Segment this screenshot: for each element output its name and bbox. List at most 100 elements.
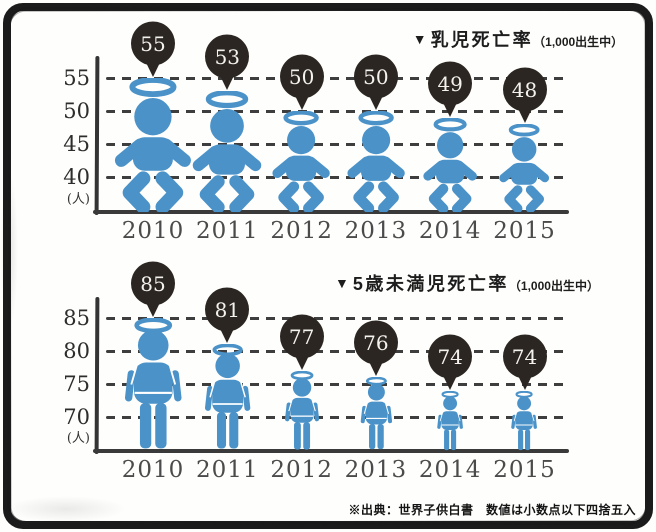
baby-icon	[423, 116, 477, 214]
baby-icon-wrap	[191, 90, 263, 214]
y-tick-label: 85	[63, 306, 90, 330]
child-icon	[284, 370, 319, 450]
gridline	[106, 415, 569, 419]
bubble-value-label: 85	[140, 272, 166, 296]
x-axis-year-label: 2014	[418, 218, 482, 244]
speech-bubble-icon	[205, 34, 250, 91]
baby-icon	[114, 77, 191, 214]
child-icon	[204, 343, 250, 449]
halo-icon	[290, 370, 313, 380]
halo-icon	[358, 110, 394, 126]
bubble-value-label: 50	[288, 65, 315, 89]
speech-bubble-icon	[131, 21, 175, 77]
y-tick-label: 50	[63, 99, 90, 123]
bubble-value-label: 50	[363, 65, 389, 89]
y-axis-line	[94, 55, 99, 216]
x-axis-year-label: 2015	[493, 457, 556, 483]
value-bubble: 49	[427, 61, 473, 119]
x-axis-year-label: 2012	[270, 457, 333, 483]
halo-icon	[129, 77, 177, 98]
halo-icon	[206, 90, 249, 109]
bubble-value-label: 53	[214, 45, 241, 70]
child-icon	[124, 317, 182, 449]
baby-icon-wrap	[271, 110, 331, 214]
speech-bubble-icon	[428, 334, 473, 390]
y-tick-label: 70	[63, 405, 90, 429]
baby-icon	[499, 123, 550, 214]
speech-bubble-icon	[131, 261, 175, 317]
baby-icon	[272, 110, 331, 214]
child-icon-wrap	[509, 390, 539, 451]
halo-icon	[283, 110, 320, 126]
y-tick-label: 40	[63, 165, 90, 189]
y-axis-unit-label: (人)	[66, 431, 90, 446]
value-bubble: 85	[130, 261, 176, 319]
child-icon-wrap	[201, 343, 254, 451]
chart-title-text: 5歳未満児死亡率	[352, 274, 509, 294]
value-bubble: 76	[353, 320, 399, 378]
halo-icon	[441, 390, 459, 398]
speech-bubble-icon	[205, 287, 250, 344]
halo-icon	[365, 377, 387, 386]
source-note: ※出典：世界子供白書 数値は小数点以下四捨五入	[348, 503, 636, 517]
chart-title-text: 乳児死亡率	[430, 30, 534, 50]
value-bubble: 74	[502, 334, 548, 392]
watercolor-smudge	[0, 170, 18, 330]
gridline	[106, 382, 569, 386]
y-axis-line	[94, 296, 99, 455]
bubble-value-label: 74	[437, 344, 463, 369]
value-bubble: 74	[427, 334, 473, 392]
baby-icon	[347, 110, 405, 214]
y-tick-label: 45	[63, 132, 90, 156]
chart-title-unit: （1,000出生中）	[508, 279, 599, 293]
halo-icon	[515, 390, 534, 398]
baby-icon-wrap	[422, 116, 478, 214]
value-bubble: 48	[502, 67, 548, 125]
halo-icon	[433, 116, 467, 131]
speech-bubble-icon	[502, 334, 547, 390]
value-bubble: 81	[204, 287, 250, 345]
speech-bubble-icon	[353, 320, 398, 377]
child-icon-wrap	[120, 317, 187, 451]
x-axis-year-label: 2011	[196, 218, 259, 244]
value-bubble: 53	[204, 34, 250, 92]
speech-bubble-icon	[279, 314, 324, 370]
child-icon-wrap	[435, 390, 465, 451]
speech-bubble-icon	[279, 54, 324, 110]
gridline	[106, 316, 569, 320]
halo-icon	[134, 317, 172, 334]
y-tick-label: 55	[63, 66, 90, 90]
value-bubble: 77	[279, 314, 325, 372]
bubble-value-label: 77	[288, 324, 315, 349]
gridline	[106, 142, 569, 146]
gridline	[106, 349, 569, 353]
bubble-value-label: 49	[437, 71, 463, 96]
triangle-marker-icon: ▼	[412, 31, 431, 47]
y-tick-label: 75	[63, 372, 90, 396]
chart-title: ▼5歳未満児死亡率（1,000出生中）	[287, 270, 647, 296]
x-baseline	[93, 449, 569, 453]
watercolor-smudge	[6, 496, 126, 522]
halo-icon	[509, 123, 540, 137]
x-axis-year-label: 2010	[121, 218, 185, 244]
x-axis-year-label: 2015	[493, 218, 556, 244]
gridline	[106, 76, 569, 80]
bubble-value-label: 55	[140, 32, 166, 56]
x-axis-year-label: 2012	[270, 218, 333, 244]
child-icon	[511, 390, 538, 450]
x-axis-year-label: 2011	[196, 457, 259, 483]
bubble-value-label: 76	[363, 331, 389, 356]
child-icon-wrap	[358, 377, 395, 451]
y-tick-label: 80	[63, 339, 90, 363]
x-axis-year-label: 2010	[121, 457, 185, 483]
value-bubble: 55	[130, 21, 176, 79]
speech-bubble-icon	[502, 67, 547, 124]
speech-bubble-icon	[428, 61, 473, 117]
value-bubble: 50	[279, 54, 325, 112]
chart-title-unit: （1,000出生中）	[533, 35, 624, 49]
chart-title: ▼乳児死亡率（1,000出生中）	[338, 26, 656, 52]
x-axis-year-label: 2013	[344, 457, 408, 483]
value-bubble: 50	[353, 54, 399, 112]
child-icon	[437, 390, 464, 450]
